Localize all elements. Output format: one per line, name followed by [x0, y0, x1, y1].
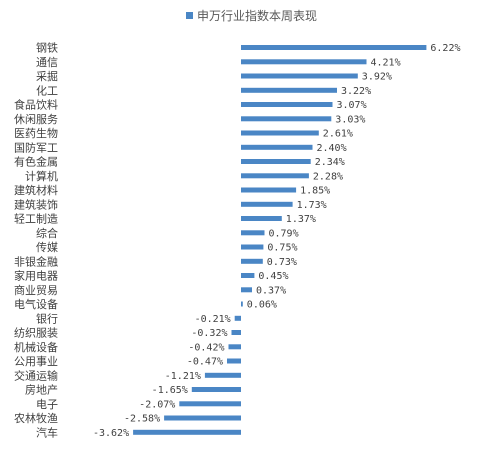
- bar-2: [241, 73, 358, 79]
- value-label-5: 3.03%: [335, 114, 365, 125]
- value-label-19: -0.21%: [195, 314, 231, 325]
- category-label-10: 建筑材料: [14, 183, 58, 197]
- bar-24: [191, 387, 241, 392]
- value-label-7: 2.40%: [317, 143, 347, 154]
- value-label-16: 0.45%: [258, 271, 288, 282]
- category-label-23: 交通运输: [14, 368, 58, 382]
- value-label-11: 1.73%: [297, 200, 327, 211]
- bar-22: [227, 358, 241, 364]
- bar-14: [241, 244, 264, 250]
- value-label-25: -2.07%: [139, 399, 175, 410]
- value-label-6: 2.61%: [323, 129, 353, 140]
- bar-0: [241, 45, 427, 50]
- value-label-20: -0.32%: [191, 328, 227, 339]
- bar-5: [241, 116, 332, 122]
- bar-4: [241, 102, 333, 107]
- category-label-1: 通信: [36, 56, 58, 69]
- value-label-17: 0.37%: [256, 285, 286, 296]
- category-label-24: 房地产: [25, 383, 58, 397]
- bar-7: [241, 144, 313, 150]
- bar-26: [164, 415, 241, 421]
- bar-15: [241, 258, 263, 264]
- legend-label: 申万行业指数本周表现: [197, 8, 317, 23]
- category-label-3: 化工: [36, 83, 58, 97]
- value-label-9: 2.28%: [313, 171, 343, 182]
- category-labels: 钢铁通信采掘化工食品饮料休闲服务医药生物国防军工有色金属计算机建筑材料建筑装饰轻…: [14, 42, 58, 440]
- category-label-6: 医药生物: [14, 126, 58, 140]
- value-label-15: 0.73%: [267, 257, 297, 268]
- legend: 申万行业指数本周表现: [186, 8, 317, 23]
- bar-21: [228, 344, 241, 350]
- bar-27: [133, 429, 241, 435]
- value-label-2: 3.92%: [362, 72, 392, 83]
- category-label-2: 采掘: [36, 69, 58, 83]
- category-label-26: 农林牧渔: [14, 411, 58, 425]
- legend-swatch: [186, 12, 193, 19]
- category-label-4: 食品饮料: [14, 98, 58, 112]
- category-label-12: 轻工制造: [14, 212, 58, 226]
- category-label-9: 计算机: [25, 169, 58, 183]
- category-label-19: 银行: [36, 311, 58, 325]
- value-labels: 6.22% 4.21% 3.92% 3.22% 3.07% 3.03% 2.61% 2.40%…: [93, 43, 461, 439]
- category-label-16: 家用电器: [14, 269, 58, 283]
- category-label-27: 汽车: [36, 425, 58, 439]
- value-label-10: 1.85%: [300, 186, 330, 197]
- category-label-0: 钢铁: [36, 42, 58, 55]
- bar-17: [241, 287, 252, 293]
- value-label-21: -0.42%: [188, 342, 224, 353]
- value-label-0: 6.22%: [430, 43, 460, 54]
- bar-25: [179, 401, 241, 407]
- category-label-21: 机械设备: [14, 340, 58, 354]
- bar-20: [231, 330, 241, 335]
- bar-9: [241, 173, 309, 179]
- category-label-14: 传媒: [36, 241, 58, 254]
- category-label-18: 电气设备: [14, 297, 58, 311]
- value-label-23: -1.21%: [165, 371, 201, 382]
- bars: [133, 45, 427, 435]
- bar-23: [204, 372, 241, 378]
- value-label-13: 0.79%: [269, 228, 299, 239]
- category-label-7: 国防军工: [14, 140, 58, 154]
- value-label-8: 2.34%: [315, 157, 345, 168]
- value-label-22: -0.47%: [187, 357, 223, 368]
- bar-12: [241, 216, 282, 221]
- category-label-17: 商业贸易: [14, 283, 58, 297]
- category-label-25: 电子: [36, 398, 58, 411]
- value-label-4: 3.07%: [337, 100, 367, 111]
- bar-16: [241, 273, 255, 278]
- category-label-5: 休闲服务: [14, 112, 58, 126]
- bar-10: [241, 187, 297, 193]
- category-label-11: 建筑装饰: [14, 197, 58, 211]
- bar-1: [241, 59, 367, 65]
- category-label-22: 公用事业: [14, 355, 58, 368]
- bar-19: [234, 315, 241, 321]
- category-label-13: 综合: [36, 226, 58, 240]
- bar-6: [241, 130, 319, 136]
- value-label-1: 4.21%: [371, 57, 401, 68]
- bar-8: [241, 159, 311, 164]
- value-label-12: 1.37%: [286, 214, 316, 225]
- bar-11: [241, 201, 293, 207]
- category-label-20: 纺织服装: [14, 326, 58, 340]
- category-label-15: 非银金融: [14, 254, 58, 268]
- bar-13: [241, 230, 265, 236]
- value-label-27: -3.62%: [93, 428, 129, 439]
- value-label-3: 3.22%: [341, 86, 371, 97]
- value-label-14: 0.75%: [267, 243, 297, 254]
- value-label-18: 0.06%: [247, 300, 277, 311]
- value-label-26: -2.58%: [124, 414, 160, 425]
- category-label-8: 有色金属: [14, 155, 58, 169]
- bar-3: [241, 87, 337, 93]
- value-label-24: -1.65%: [152, 385, 188, 396]
- bar-18: [241, 301, 243, 307]
